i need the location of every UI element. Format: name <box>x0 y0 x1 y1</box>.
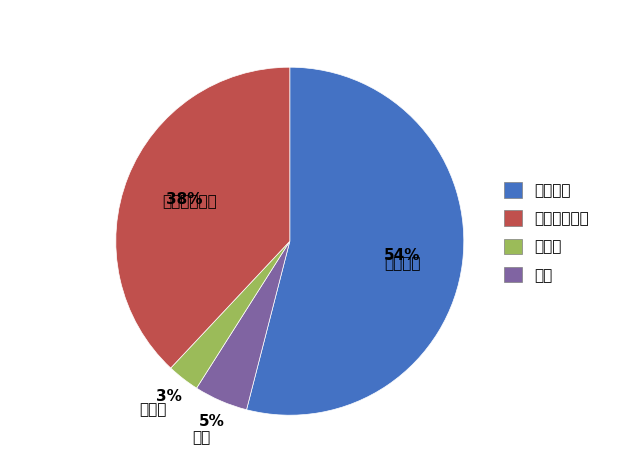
Legend: 政令市域, その他の市域, 町村域, 県外: 政令市域, その他の市域, 町村域, 県外 <box>498 176 595 289</box>
Wedge shape <box>171 241 290 388</box>
Text: 5%: 5% <box>199 414 224 429</box>
Text: その他の市域: その他の市域 <box>162 194 217 209</box>
Text: 県外: 県外 <box>192 431 211 445</box>
Wedge shape <box>197 241 290 410</box>
Wedge shape <box>116 67 290 368</box>
Text: 54%: 54% <box>384 248 420 263</box>
Text: 3%: 3% <box>156 389 182 404</box>
Wedge shape <box>246 67 464 415</box>
Text: 政令市域: 政令市域 <box>384 257 420 272</box>
Text: 38%: 38% <box>166 192 203 207</box>
Text: 町村域: 町村域 <box>140 402 167 417</box>
